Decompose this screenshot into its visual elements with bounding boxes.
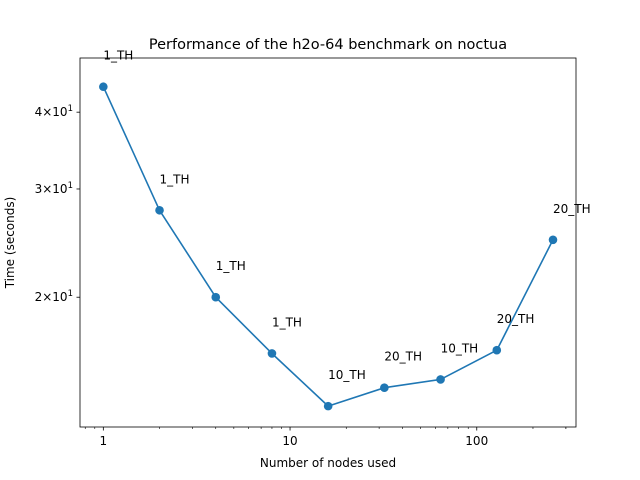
data-point	[211, 292, 221, 302]
plot-area-frame	[79, 57, 577, 428]
data-point-label: 1_TH	[160, 172, 190, 186]
x-tick-label: 100	[465, 434, 488, 448]
data-point-label: 1_TH	[272, 315, 302, 329]
x-axis-label: Number of nodes used	[260, 456, 396, 470]
data-point	[436, 375, 445, 384]
data-point	[267, 349, 277, 358]
data-point-label: 1_TH	[103, 49, 133, 63]
data-point	[492, 345, 502, 355]
data-point-label: 10_TH	[328, 368, 366, 382]
data-point-label: 1_TH	[216, 259, 246, 273]
data-point	[380, 383, 389, 393]
data-point	[155, 205, 164, 215]
y-tick-label: 4×101	[35, 104, 73, 119]
y-tick-label: 2×101	[35, 289, 73, 304]
y-tick-label: 3×101	[35, 181, 73, 196]
data-point-label: 10_TH	[441, 341, 479, 355]
data-point	[323, 401, 333, 411]
data-point-label: 20_TH	[553, 202, 591, 216]
x-tick-label: 1	[100, 434, 108, 448]
data-point	[99, 82, 108, 92]
chart-title: Performance of the h2o-64 benchmark on n…	[149, 37, 507, 53]
x-tick-label: 10	[282, 434, 297, 448]
data-point-label: 20_TH	[384, 350, 422, 364]
data-point-label: 20_TH	[497, 312, 535, 326]
data-point	[548, 235, 558, 245]
y-axis-label: Time (seconds)	[3, 197, 17, 290]
